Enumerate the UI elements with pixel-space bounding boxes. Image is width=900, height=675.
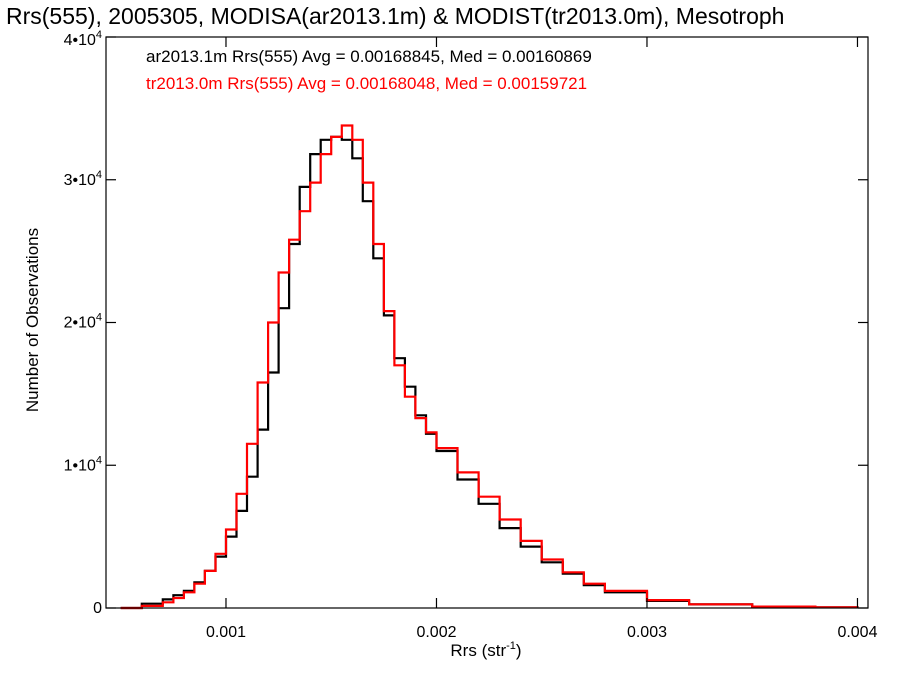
x-axis: 0.001 0.002 0.003 0.004 — [206, 37, 878, 641]
y-tick-label: 4•104 — [64, 29, 102, 49]
x-tick-label: 0.003 — [627, 624, 667, 641]
x-axis-label-superscript: -1 — [506, 640, 516, 652]
series-layer — [120, 124, 859, 610]
x-tick-label: 0.001 — [206, 624, 246, 641]
y-axis-label: Number of Observations — [23, 228, 42, 412]
y-tick-label: 2•104 — [64, 312, 102, 332]
chart-title: Rrs(555), 2005305, MODISA(ar2013.1m) & M… — [6, 3, 784, 29]
y-tick-label: 3•104 — [64, 169, 102, 189]
legend-entry-2: tr2013.0m Rrs(555) Avg = 0.00168048, Med… — [146, 74, 587, 93]
plot-frame — [105, 36, 869, 609]
legend: ar2013.1m Rrs(555) Avg = 0.00168845, Med… — [146, 47, 592, 93]
series-1-line — [120, 135, 859, 610]
x-tick-label: 0.002 — [416, 624, 456, 641]
x-axis-label-close: ) — [516, 641, 522, 660]
x-axis-label: Rrs (str-1) — [450, 640, 521, 660]
y-tick-label: 0 — [93, 600, 102, 617]
y-axis: 0 1•104 2•104 3•104 4•104 — [64, 29, 868, 617]
y-tick-label: 1•104 — [64, 454, 102, 474]
legend-entry-1: ar2013.1m Rrs(555) Avg = 0.00168845, Med… — [146, 47, 592, 66]
x-tick-label: 0.004 — [837, 624, 877, 641]
x-axis-label-text: Rrs (str — [450, 641, 506, 660]
series-2-line — [120, 124, 859, 610]
